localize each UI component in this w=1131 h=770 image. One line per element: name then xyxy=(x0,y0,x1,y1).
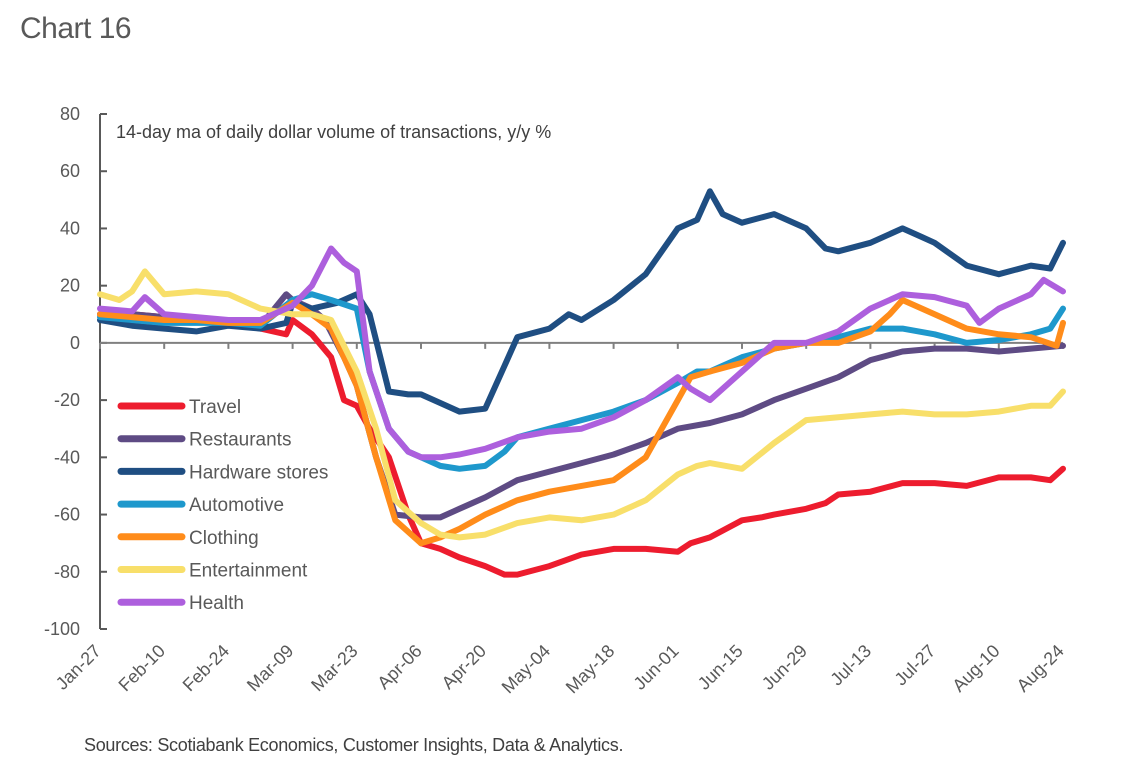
legend-item: Automotive xyxy=(117,495,284,516)
series-line-travel xyxy=(97,311,1066,578)
x-tick-label: Mar-09 xyxy=(243,641,297,695)
series-line-entertainment xyxy=(97,268,1066,541)
x-tick-label: Apr-20 xyxy=(438,641,490,693)
x-tick-label: Jun-15 xyxy=(694,641,747,694)
legend-label: Hardware stores xyxy=(189,462,328,483)
source-note: Sources: Scotiabank Economics, Customer … xyxy=(84,735,624,755)
y-tick-label: -80 xyxy=(54,562,80,582)
legend-item: Restaurants xyxy=(117,430,291,451)
legend-label: Health xyxy=(189,593,244,614)
y-tick-label: -60 xyxy=(54,505,80,525)
legend-item: Health xyxy=(117,593,244,614)
y-tick-label: 0 xyxy=(70,333,80,353)
x-tick-label: May-04 xyxy=(498,641,555,698)
x-tick-label: Aug-24 xyxy=(1013,641,1068,696)
legend-item: Entertainment xyxy=(117,561,308,582)
legend-item: Travel xyxy=(117,397,241,418)
y-tick-label: -40 xyxy=(54,447,80,467)
legend-item: Hardware stores xyxy=(117,462,328,483)
y-tick-label: -100 xyxy=(44,619,80,639)
chart-subtitle: 14-day ma of daily dollar volume of tran… xyxy=(116,122,551,142)
x-tick-label: Mar-23 xyxy=(307,641,361,695)
x-tick-label: Jan-27 xyxy=(52,641,105,694)
x-tick-label: May-18 xyxy=(562,641,619,698)
legend-label: Restaurants xyxy=(189,430,291,451)
y-tick-label: 20 xyxy=(60,276,80,296)
legend-label: Travel xyxy=(189,397,241,418)
x-tick-label: Jul-13 xyxy=(826,641,875,690)
legend-item: Clothing xyxy=(117,528,259,549)
legend-label: Clothing xyxy=(189,528,259,549)
x-tick-label: Feb-10 xyxy=(115,641,169,695)
x-tick-label: Jun-01 xyxy=(630,641,683,694)
legend: Travel Restaurants Hardware stores Automoti… xyxy=(117,397,328,614)
x-tick-label: Apr-06 xyxy=(373,641,425,693)
series-line-health xyxy=(97,245,1066,461)
y-tick-label: 60 xyxy=(60,161,80,181)
x-tick-label: Aug-10 xyxy=(948,641,1003,696)
x-tick-label: Jul-27 xyxy=(891,641,940,690)
series-layer xyxy=(97,188,1066,578)
chart-title: Chart 16 xyxy=(20,12,132,45)
y-tick-label: 80 xyxy=(60,104,80,124)
x-tick-label: Jun-29 xyxy=(758,641,811,694)
y-tick-label: -20 xyxy=(54,390,80,410)
legend-label: Automotive xyxy=(189,495,284,516)
legend-label: Entertainment xyxy=(189,561,308,582)
y-tick-label: 40 xyxy=(60,218,80,238)
series-line-restaurants xyxy=(97,291,1066,521)
x-tick-label: Feb-24 xyxy=(179,641,233,695)
